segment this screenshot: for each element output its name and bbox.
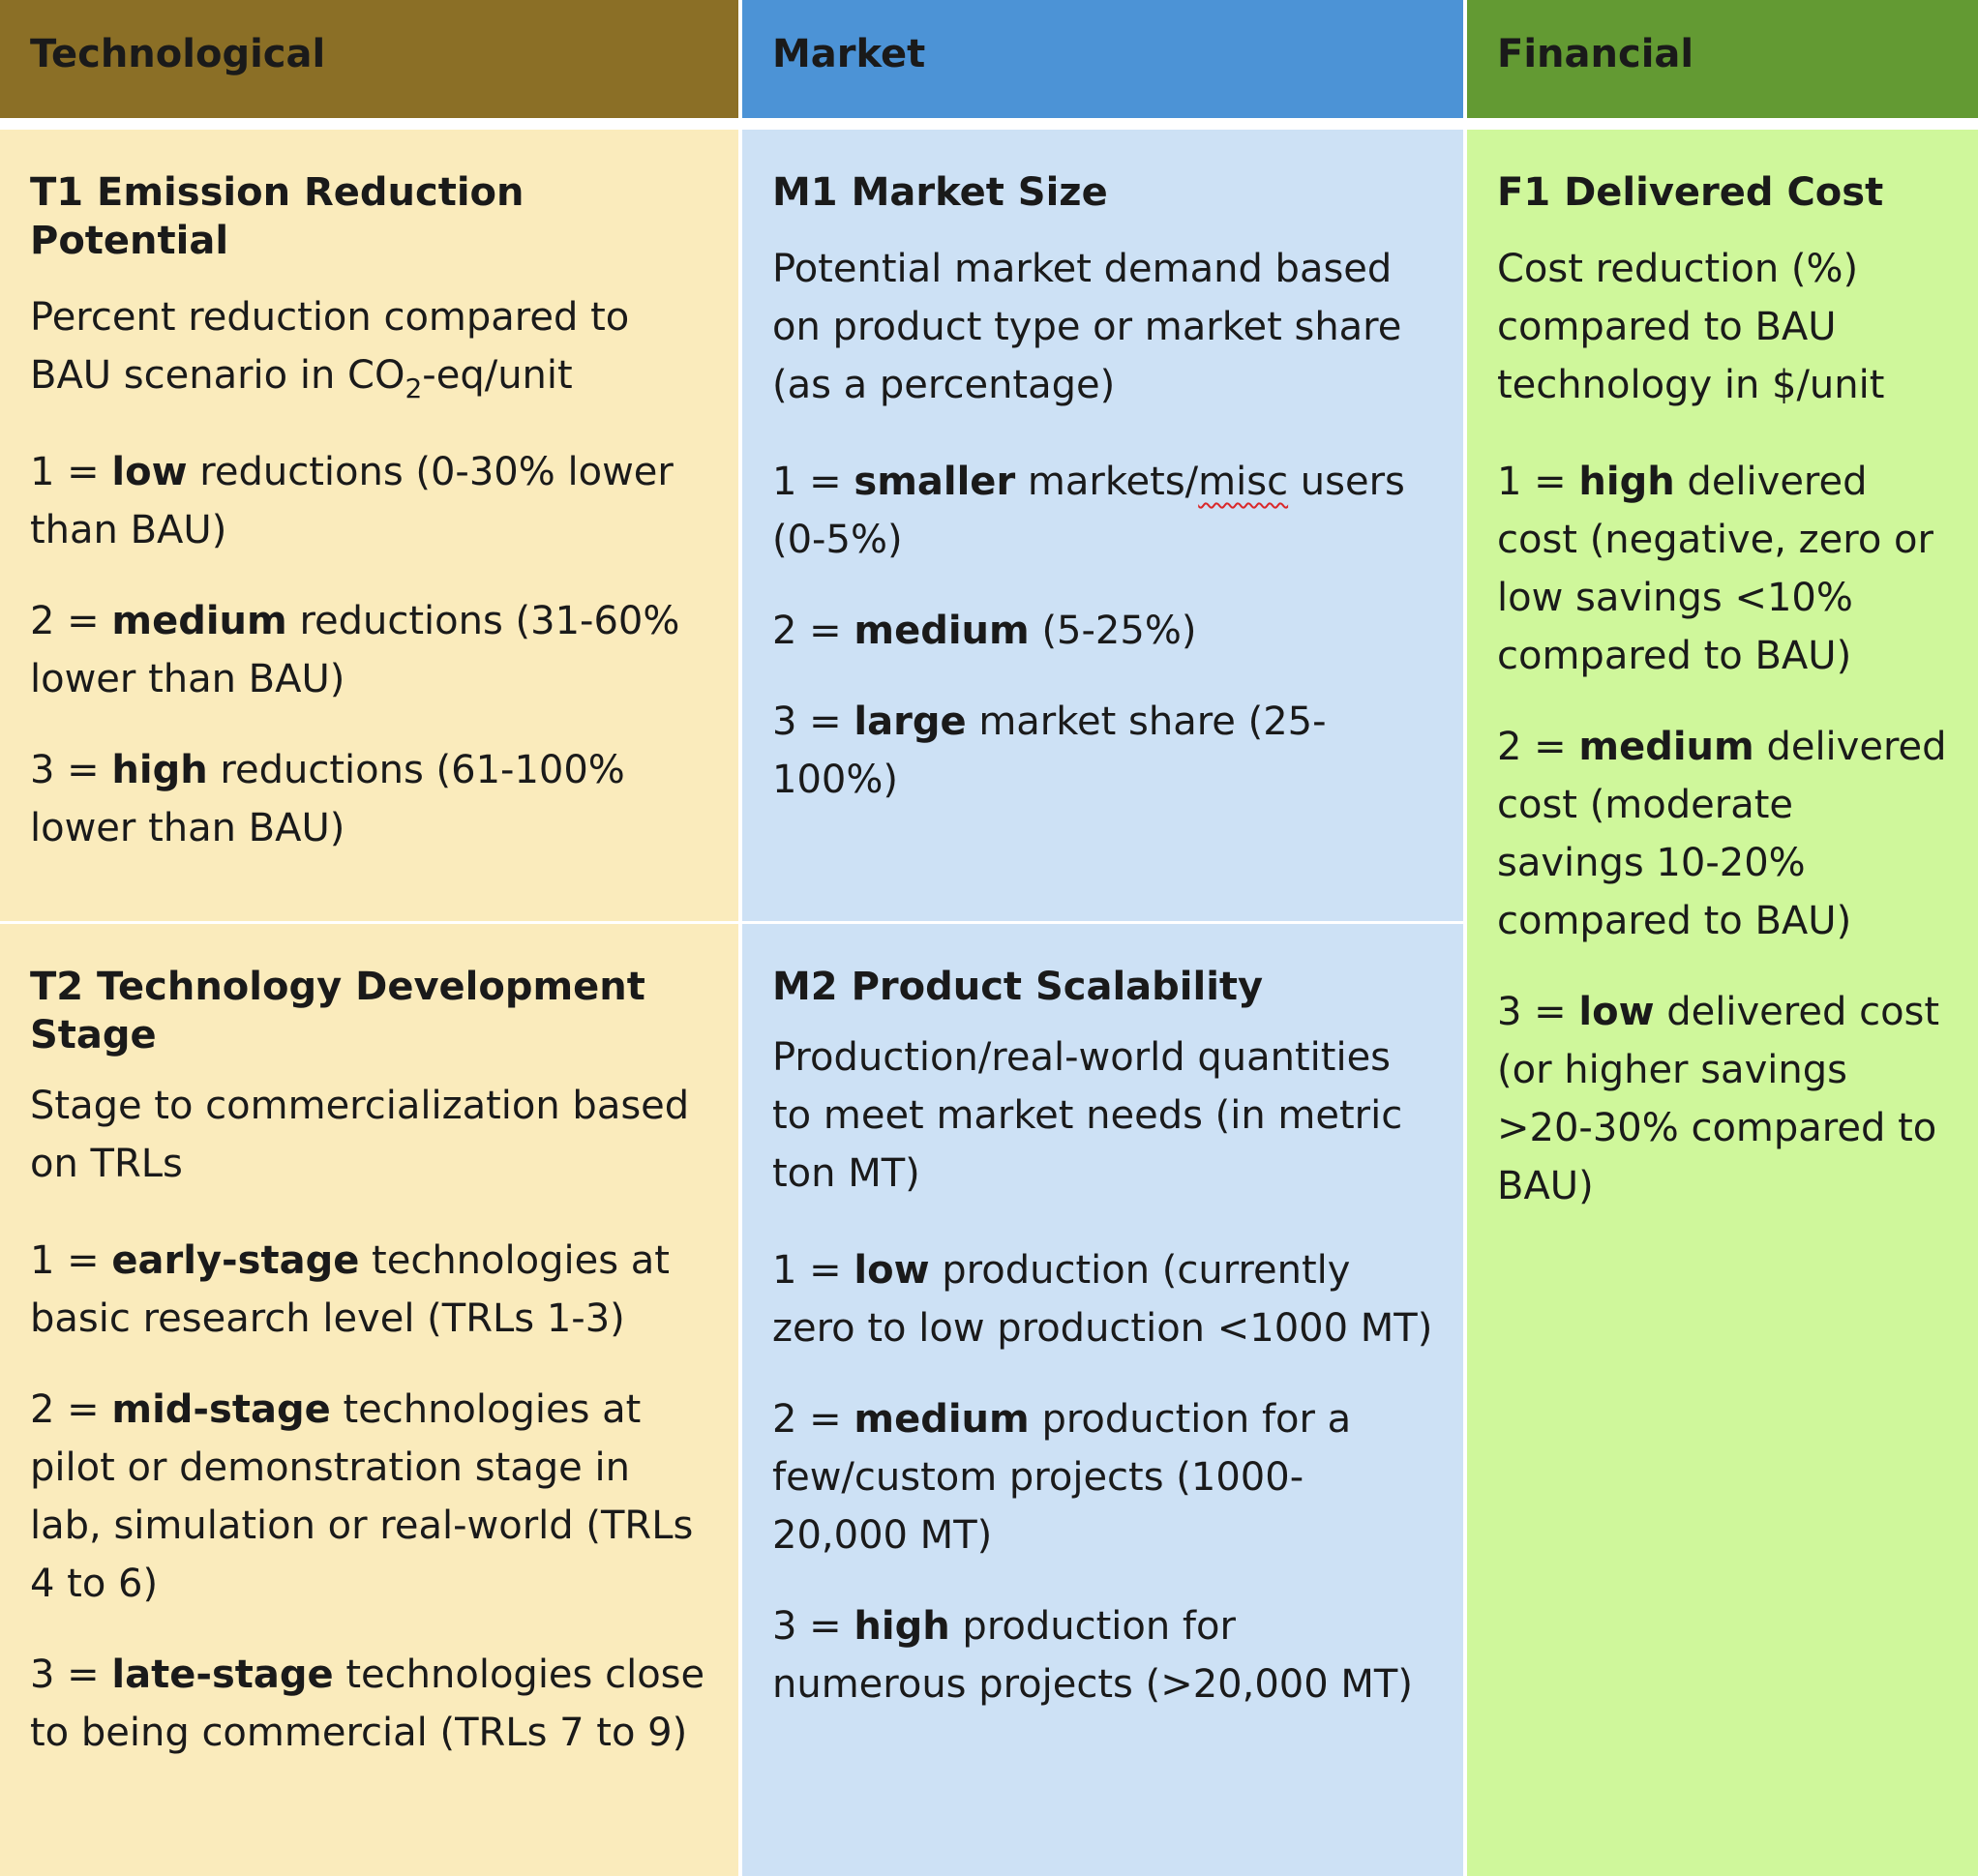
list-item: 1 = early-stage technologies at basic re… xyxy=(30,1232,709,1348)
score-number: 3 = xyxy=(1497,990,1567,1034)
score-level: low xyxy=(111,450,188,494)
f1-score-list: 1 = high delivered cost (negative, zero … xyxy=(1497,453,1949,1215)
list-item: 2 = medium (5-25%) xyxy=(772,602,1434,660)
score-number: 1 = xyxy=(772,1248,842,1293)
list-item: 1 = high delivered cost (negative, zero … xyxy=(1497,453,1949,685)
list-item: 2 = medium delivered cost (moderate savi… xyxy=(1497,718,1949,950)
score-description: delivered cost (or higher savings >20-30… xyxy=(1497,990,1940,1208)
header-technological-label: Technological xyxy=(30,32,326,76)
t1-desc-after: -eq/unit xyxy=(422,353,573,398)
score-level: large xyxy=(854,700,967,744)
score-description: technologies at pilot or demonstration s… xyxy=(30,1387,694,1606)
score-description: market share (25-100%) xyxy=(772,700,1327,802)
score-level: medium xyxy=(854,1397,1030,1442)
score-number: 3 = xyxy=(772,1604,842,1649)
cell-t1-emission-reduction: T1 Emission Reduction Potential Percent … xyxy=(0,130,738,921)
header-market: Market xyxy=(742,0,1463,118)
score-description: reductions (31-60% lower than BAU) xyxy=(30,599,680,701)
t2-description: Stage to commercialization based on TRLs xyxy=(30,1084,690,1186)
list-item: 2 = medium production for a few/custom p… xyxy=(772,1390,1434,1564)
header-financial: Financial xyxy=(1467,0,1978,118)
score-description: markets/ xyxy=(1027,460,1199,504)
score-level: high xyxy=(111,748,208,792)
m1-score-list: 1 = smaller markets/misc users (0-5%) 2 … xyxy=(772,453,1434,809)
score-description: (5-25%) xyxy=(1041,609,1197,653)
score-level: low xyxy=(854,1248,930,1293)
m2-score-list: 1 = low production (currently zero to lo… xyxy=(772,1241,1434,1713)
spellcheck-marked-word: misc xyxy=(1198,460,1289,504)
score-level: mid-stage xyxy=(111,1387,331,1432)
score-number: 3 = xyxy=(30,1653,100,1697)
list-item: 2 = mid-stage technologies at pilot or d… xyxy=(30,1381,709,1613)
score-level: high xyxy=(1578,460,1675,504)
score-number: 2 = xyxy=(30,1387,100,1432)
score-description: production (currently zero to low produc… xyxy=(772,1248,1433,1351)
score-number: 3 = xyxy=(772,700,842,744)
t1-desc-before: Percent reduction compared to BAU scenar… xyxy=(30,295,630,398)
cell-t2-technology-development: T2 Technology Development Stage Stage to… xyxy=(0,924,738,1876)
score-level: high xyxy=(854,1604,950,1649)
score-number: 1 = xyxy=(30,1238,100,1283)
list-item: 3 = low delivered cost (or higher saving… xyxy=(1497,983,1949,1215)
f1-title: F1 Delivered Cost xyxy=(1497,170,1884,215)
list-item: 3 = late-stage technologies close to bei… xyxy=(30,1646,709,1762)
score-level: low xyxy=(1578,990,1655,1034)
score-level: late-stage xyxy=(111,1653,334,1697)
score-description-end: users (0-5%) xyxy=(772,460,1405,562)
score-number: 2 = xyxy=(30,599,100,643)
f1-description: Cost reduction (%) compared to BAU techn… xyxy=(1497,247,1885,407)
score-level: smaller xyxy=(854,460,1016,504)
score-number: 1 = xyxy=(30,450,100,494)
m2-description: Production/real-world quantities to meet… xyxy=(772,1035,1403,1196)
score-level: medium xyxy=(1578,725,1754,769)
score-level: medium xyxy=(854,609,1030,653)
header-financial-label: Financial xyxy=(1497,32,1694,76)
score-description: production for numerous projects (>20,00… xyxy=(772,1604,1413,1707)
score-description: reductions (0-30% lower than BAU) xyxy=(30,450,674,552)
t1-score-list: 1 = low reductions (0-30% lower than BAU… xyxy=(30,443,709,857)
list-item: 3 = high reductions (61-100% lower than … xyxy=(30,741,709,857)
score-number: 2 = xyxy=(772,609,842,653)
score-description: delivered cost (negative, zero or low sa… xyxy=(1497,460,1933,678)
score-number: 3 = xyxy=(30,748,100,792)
cell-f1-delivered-cost: F1 Delivered Cost Cost reduction (%) com… xyxy=(1467,130,1978,1876)
list-item: 1 = low reductions (0-30% lower than BAU… xyxy=(30,443,709,559)
list-item: 3 = large market share (25-100%) xyxy=(772,693,1434,809)
score-description: technologies at basic research level (TR… xyxy=(30,1238,670,1341)
score-description: reductions (61-100% lower than BAU) xyxy=(30,748,625,850)
list-item: 3 = high production for numerous project… xyxy=(772,1597,1434,1713)
t1-description: Percent reduction compared to BAU scenar… xyxy=(30,288,709,404)
score-description: delivered cost (moderate savings 10-20% … xyxy=(1497,725,1947,943)
header-market-label: Market xyxy=(772,32,926,76)
score-level: early-stage xyxy=(111,1238,360,1283)
t1-title: T1 Emission Reduction Potential xyxy=(30,170,524,263)
m2-title: M2 Product Scalability xyxy=(772,965,1264,1009)
header-technological: Technological xyxy=(0,0,738,118)
cell-m1-market-size: M1 Market Size Potential market demand b… xyxy=(742,130,1463,921)
list-item: 1 = smaller markets/misc users (0-5%) xyxy=(772,453,1434,569)
score-description: technologies close to being commercial (… xyxy=(30,1653,705,1755)
cell-m2-product-scalability: M2 Product Scalability Production/real-w… xyxy=(742,924,1463,1876)
m1-description: Potential market demand based on product… xyxy=(772,247,1402,407)
score-number: 2 = xyxy=(772,1397,842,1442)
t1-desc-subscript: 2 xyxy=(405,372,423,404)
list-item: 2 = medium reductions (31-60% lower than… xyxy=(30,592,709,708)
score-description: production for a few/custom projects (10… xyxy=(772,1397,1352,1558)
score-number: 1 = xyxy=(1497,460,1567,504)
t2-title: T2 Technology Development Stage xyxy=(30,965,645,1057)
score-number: 1 = xyxy=(772,460,842,504)
list-item: 1 = low production (currently zero to lo… xyxy=(772,1241,1434,1357)
m1-title: M1 Market Size xyxy=(772,170,1108,215)
score-level: medium xyxy=(111,599,287,643)
t2-score-list: 1 = early-stage technologies at basic re… xyxy=(30,1232,709,1762)
score-number: 2 = xyxy=(1497,725,1567,769)
